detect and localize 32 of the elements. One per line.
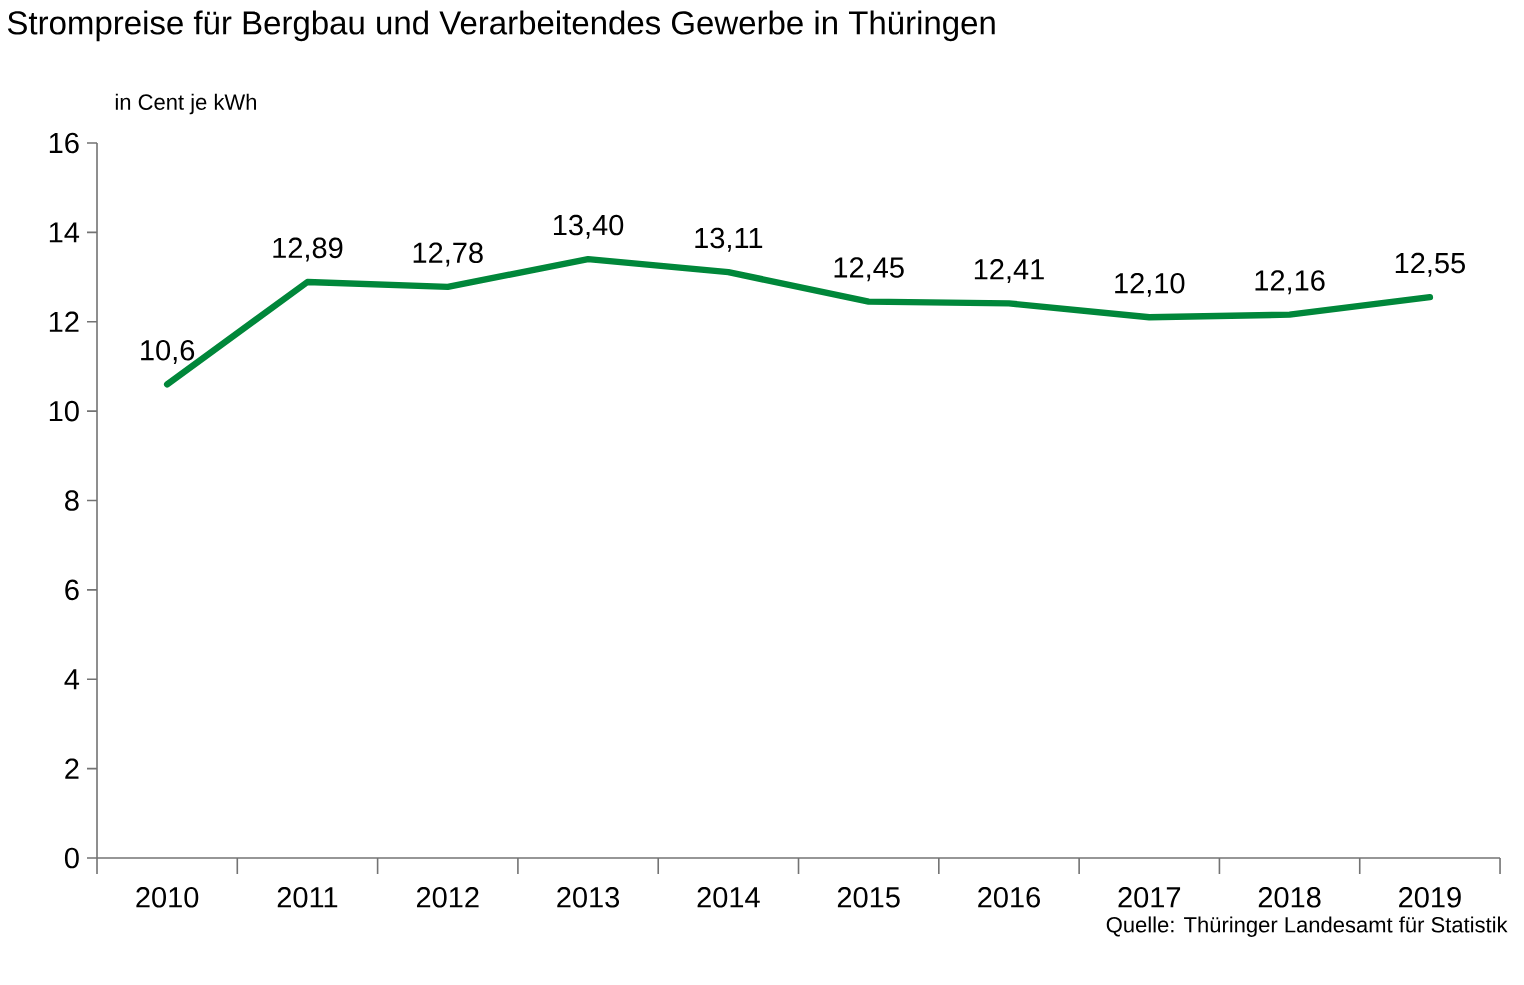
x-tick-label: 2018 <box>1258 887 1321 908</box>
x-tick-label: 2011 <box>277 887 338 908</box>
y-tick-label: 0 <box>64 847 79 869</box>
data-label: 12,10 <box>1115 272 1185 297</box>
data-label: 10,6 <box>141 339 195 364</box>
y-axis-title: in Cent je kWh <box>115 93 256 115</box>
x-tick-label: 2017 <box>1118 887 1181 908</box>
data-label: 12,16 <box>1255 270 1325 295</box>
x-tick-label: 2012 <box>416 887 479 908</box>
x-tick-label: 2014 <box>697 887 760 908</box>
data-label: 12,55 <box>1395 252 1465 277</box>
data-label: 12,89 <box>273 237 343 262</box>
chart-title: Strompreise für Bergbau und Verarbeitendes Gewerbe in Thüringen <box>7 10 995 42</box>
data-label: 12,78 <box>413 242 483 267</box>
data-label: 13,40 <box>553 214 624 239</box>
y-tick-label: 6 <box>65 579 79 601</box>
x-tick-label: 2016 <box>978 887 1040 908</box>
data-label: 12,41 <box>974 259 1044 284</box>
x-tick-label: 2010 <box>136 887 199 908</box>
data-label: 13,11 <box>695 227 763 252</box>
x-tick-label: 2013 <box>557 887 620 908</box>
data-label: 12,45 <box>834 257 904 282</box>
y-tick-label: 4 <box>64 669 80 690</box>
y-tick-label: 8 <box>65 490 79 511</box>
source-note: Quelle: Thüringer Landesamt für Statistik <box>1106 916 1508 937</box>
x-tick-label: 2019 <box>1399 887 1461 908</box>
x-tick-label: 2015 <box>837 887 900 908</box>
y-tick-label: 12 <box>49 311 79 332</box>
y-tick-label: 10 <box>49 400 79 422</box>
y-tick-label: 2 <box>65 758 79 779</box>
y-tick-label: 14 <box>49 222 80 243</box>
y-tick-label: 16 <box>49 132 79 154</box>
